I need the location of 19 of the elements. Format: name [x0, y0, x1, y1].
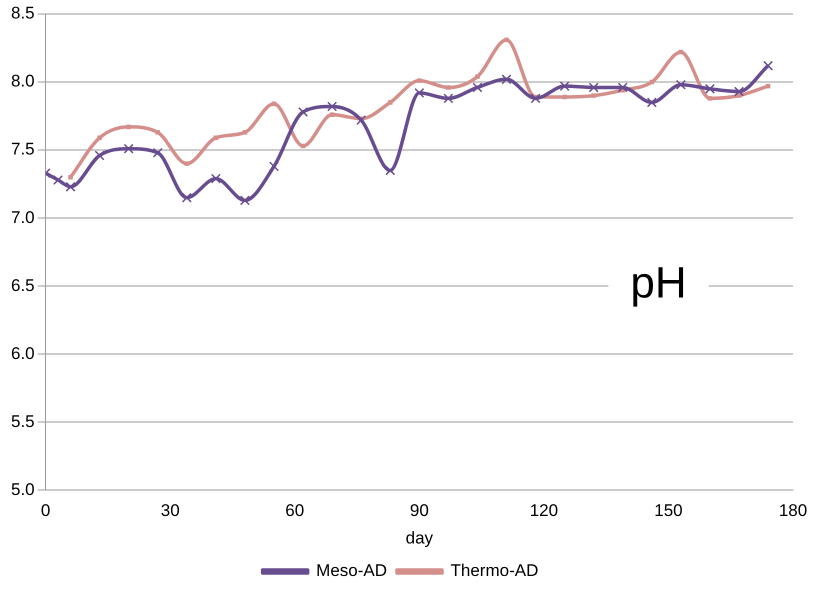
y-tick-label: 7.0 — [10, 208, 35, 227]
y-tick-label: 8.5 — [10, 4, 35, 23]
x-tick-label: 120 — [530, 501, 558, 520]
x-tick-label: 90 — [410, 501, 429, 520]
x-tick-label: 180 — [778, 501, 808, 520]
y-tick-label: 7.5 — [10, 140, 35, 159]
annotation: pH — [630, 258, 687, 308]
y-tick-label: 5.5 — [10, 412, 35, 431]
legend-label: Thermo-AD — [450, 561, 538, 580]
y-tick-label: 5.0 — [10, 480, 35, 499]
y-tick-label: 8.0 — [10, 72, 35, 91]
x-tick-label: 150 — [654, 501, 683, 520]
y-tick-label: 6.5 — [10, 276, 35, 295]
y-tick-label: 6.0 — [10, 344, 35, 363]
x-axis-title: day — [406, 528, 434, 548]
x-tick-label: 30 — [160, 501, 180, 520]
legend-label: Meso-AD — [316, 561, 388, 580]
x-tick-label: 0 — [40, 501, 50, 520]
x-tick-label: 60 — [285, 501, 304, 520]
